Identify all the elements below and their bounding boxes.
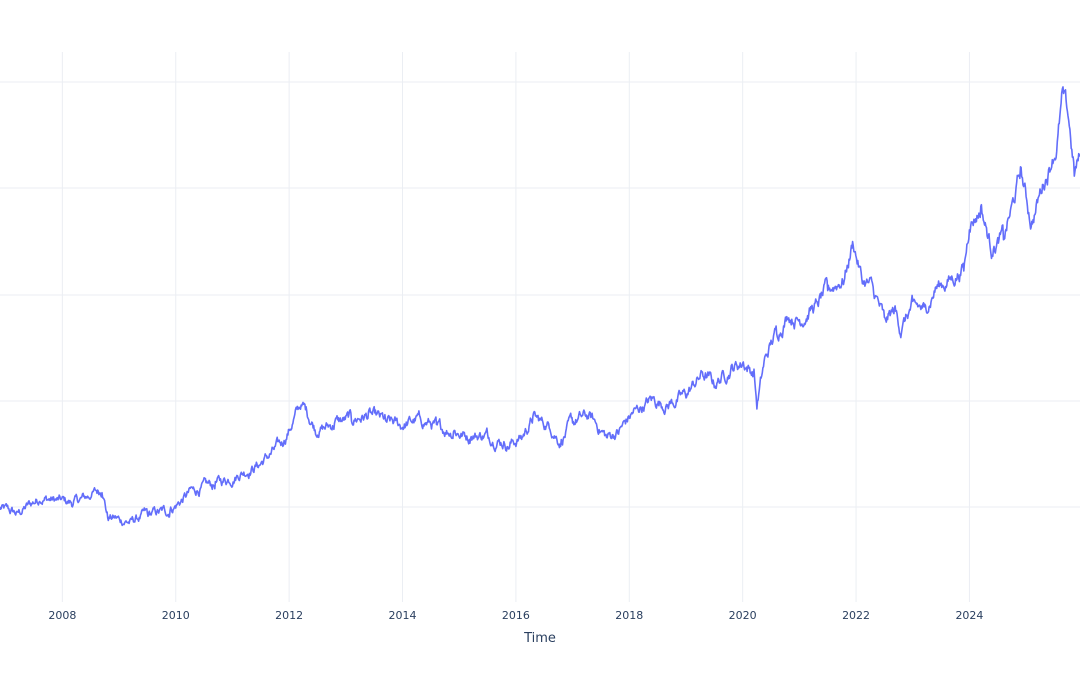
x-tick-label-2010: 2010 — [162, 609, 190, 622]
grid — [0, 52, 1080, 602]
x-tick-label-2012: 2012 — [275, 609, 303, 622]
x-tick-label-2008: 2008 — [48, 609, 76, 622]
series-line-1 — [0, 86, 1080, 527]
x-tick-label-2024: 2024 — [955, 609, 983, 622]
x-axis-ticks: 2008 2010 2012 2014 2016 2018 2020 2022 2024 — [48, 609, 983, 622]
x-tick-label-2020: 2020 — [729, 609, 757, 622]
series-layer — [0, 86, 1080, 527]
x-tick-label-2022: 2022 — [842, 609, 870, 622]
x-axis-title: Time — [523, 631, 556, 646]
x-tick-label-2016: 2016 — [502, 609, 530, 622]
x-tick-label-2018: 2018 — [615, 609, 643, 622]
x-tick-label-2014: 2014 — [389, 609, 417, 622]
